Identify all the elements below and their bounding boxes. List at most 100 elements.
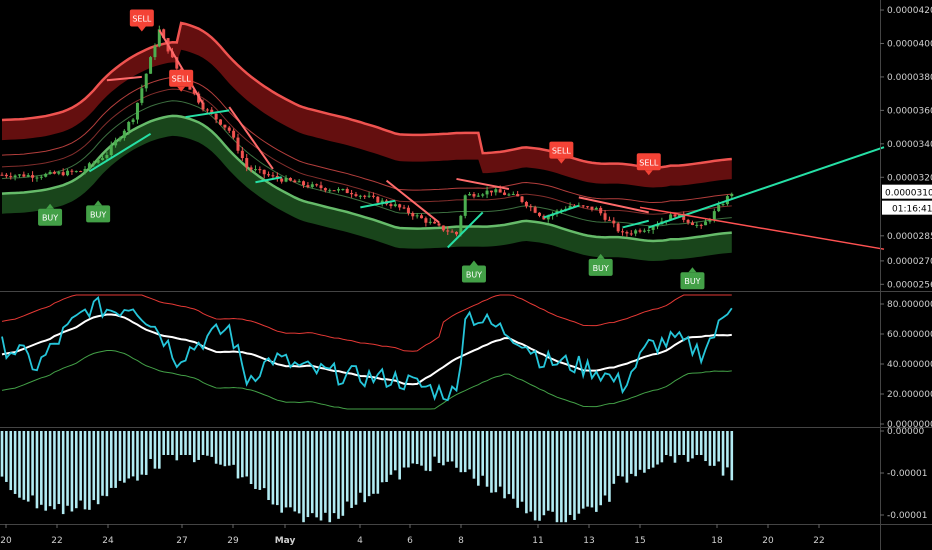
price-tick-label: 0.00002560	[887, 280, 932, 290]
candle-body	[489, 190, 493, 193]
histogram-bar	[411, 431, 415, 464]
candle-body	[669, 214, 673, 221]
candle-body	[503, 192, 507, 195]
candle-body	[599, 207, 603, 214]
candle-body	[454, 231, 458, 235]
histogram-bar	[525, 431, 528, 514]
candle-body	[472, 194, 476, 197]
histogram-bar	[184, 431, 187, 455]
histogram-bar	[708, 431, 712, 466]
signal-label: SELL	[172, 75, 192, 84]
histogram-bar	[420, 431, 423, 466]
histogram-bar	[564, 431, 568, 523]
candle-body	[420, 215, 424, 219]
histogram-bar	[179, 431, 183, 455]
histogram-bar	[131, 431, 135, 477]
candle-body	[651, 226, 655, 230]
candle-body	[568, 205, 572, 209]
histogram-panel[interactable]	[0, 431, 734, 523]
histogram-bar	[123, 431, 126, 483]
oscillator-tick-label: 80.00000000	[887, 300, 932, 310]
candle-body	[157, 29, 161, 47]
histogram-bar	[599, 431, 602, 506]
histogram-bar	[35, 431, 39, 509]
histogram-tick-label: -0.00001	[887, 469, 927, 479]
histogram-bar	[227, 431, 231, 466]
histogram-bar	[332, 431, 336, 514]
candle-body	[140, 88, 144, 103]
histogram-bar	[529, 431, 533, 512]
signal-label: BUY	[593, 264, 609, 273]
histogram-bar	[372, 431, 375, 494]
candle-body	[262, 169, 266, 175]
candle-body	[437, 223, 441, 226]
histogram-bar	[276, 431, 279, 506]
histogram-bar	[26, 431, 30, 502]
candle-body	[162, 29, 166, 39]
candle-body	[92, 162, 96, 164]
histogram-bar	[590, 431, 594, 508]
histogram-bar	[328, 431, 332, 523]
time-tick-label: 20	[0, 536, 12, 546]
histogram-bar	[533, 431, 537, 521]
candle-body	[441, 225, 445, 231]
candle-body	[192, 89, 196, 94]
histogram-bar	[262, 431, 266, 489]
histogram-bar	[166, 431, 170, 455]
signal-pointer	[557, 158, 566, 164]
histogram-bar	[83, 431, 87, 510]
candle-body	[26, 175, 30, 177]
candle-body	[315, 184, 319, 186]
histogram-bar	[236, 431, 240, 479]
histogram-bar	[324, 431, 327, 513]
time-tick-label: 8	[458, 536, 464, 546]
signal-box	[680, 272, 705, 290]
candle-body	[240, 150, 244, 159]
candle-body	[358, 195, 362, 197]
candle-body	[642, 230, 646, 232]
support-segment	[185, 109, 230, 119]
price-panel[interactable]: SELL BUY BUY SELL SELL BUY BUY SELL BUY	[0, 9, 885, 290]
histogram-bar	[581, 431, 585, 509]
histogram-bar	[74, 431, 78, 509]
histogram-bar	[455, 431, 458, 468]
candle-body	[415, 215, 419, 217]
candle-body	[712, 211, 716, 220]
candle-body	[481, 194, 485, 196]
price-tick-label: 0.00002700	[887, 257, 932, 267]
signal-box	[169, 69, 194, 87]
candle-body	[332, 190, 336, 192]
candle-body	[280, 178, 284, 182]
histogram-bar	[61, 431, 65, 515]
histogram-bar	[363, 431, 367, 503]
candle-body	[122, 130, 126, 138]
candle-body	[721, 204, 725, 206]
candle-body	[267, 174, 271, 176]
histogram-bar	[459, 431, 463, 473]
candle-body	[446, 230, 450, 232]
candle-body	[485, 190, 489, 195]
histogram-bar	[651, 431, 655, 468]
resistance-segment	[456, 177, 510, 190]
downtrend-line	[639, 206, 885, 250]
histogram-bar	[516, 431, 519, 508]
candle-body	[376, 196, 380, 203]
oscillator-panel[interactable]	[1, 294, 733, 410]
histogram-bar	[568, 431, 572, 515]
candle-body	[144, 73, 148, 89]
histogram-bar	[350, 431, 353, 508]
candle-body	[70, 170, 74, 172]
histogram-bar	[695, 431, 699, 455]
candle-body	[52, 171, 56, 174]
price-tick-label: 0.00003800	[887, 73, 932, 83]
price-tick-label: 0.00003200	[887, 173, 932, 183]
histogram-bar	[555, 431, 559, 523]
candle-body	[524, 201, 528, 207]
candle-body	[9, 176, 13, 178]
histogram-bar	[345, 431, 349, 502]
histogram-bar	[511, 431, 515, 499]
candle-body	[4, 174, 8, 177]
oscillator-upper-band	[1, 294, 732, 352]
oscillator-tick-label: 0.00000000	[887, 420, 932, 430]
